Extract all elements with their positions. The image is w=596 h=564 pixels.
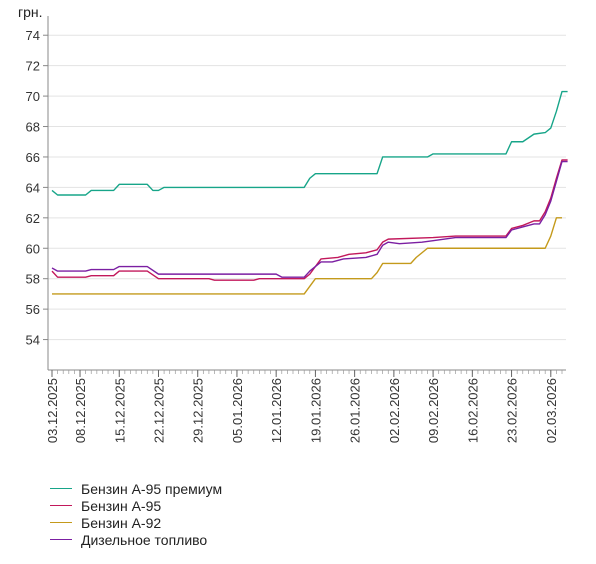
y-tick-label: 58 (26, 272, 40, 287)
x-tick-label: 22.12.2025 (151, 378, 166, 443)
y-axis: 54 56 58 60 62 64 66 68 70 72 74 (26, 16, 49, 370)
legend-label: Бензин А-95 премиум (81, 480, 223, 497)
y-axis-unit-label: грн. (18, 4, 43, 20)
x-tick-label: 19.01.2026 (308, 378, 323, 443)
x-tick-label: 12.01.2026 (269, 378, 284, 443)
legend: Бензин А-95 премиум Бензин А-95 Бензин А… (50, 480, 222, 548)
legend-label: Бензин А-92 (81, 514, 162, 531)
y-tick-label: 74 (26, 28, 40, 43)
y-tick-label: 72 (26, 59, 40, 74)
x-tick-label: 16.02.2026 (465, 378, 480, 443)
x-tick-label: 23.02.2026 (505, 378, 520, 443)
x-tick-label: 09.02.2026 (426, 378, 441, 443)
y-tick-label: 66 (26, 150, 40, 165)
x-tick-label: 02.03.2026 (544, 378, 559, 443)
series-lines (51, 90, 568, 295)
y-tick-label: 54 (26, 333, 40, 348)
legend-swatch (50, 522, 72, 523)
x-tick-label: 02.02.2026 (387, 378, 402, 443)
series-line (51, 90, 568, 196)
y-tick-label: 60 (26, 241, 40, 256)
legend-label: Бензин А-95 (81, 497, 162, 514)
y-tick-label: 64 (26, 180, 40, 195)
x-tick-label: 05.01.2026 (230, 378, 245, 443)
legend-item[interactable]: Дизельное топливо (50, 531, 222, 548)
y-tick-label: 68 (26, 120, 40, 135)
x-tick-label: 03.12.2025 (45, 378, 60, 443)
y-tick-label: 56 (26, 302, 40, 317)
legend-item[interactable]: Бензин А-92 (50, 514, 222, 531)
x-tick-label: 08.12.2025 (73, 378, 88, 443)
legend-swatch (50, 539, 72, 540)
x-axis: 03.12.2025 08.12.2025 15.12.2025 22.12.2025… (45, 369, 566, 443)
x-tick-label: 15.12.2025 (112, 378, 127, 443)
legend-item[interactable]: Бензин А-95 (50, 497, 222, 514)
y-tick-label: 62 (26, 211, 40, 226)
legend-swatch (50, 505, 72, 506)
legend-swatch (50, 488, 72, 489)
series-line (51, 159, 568, 281)
x-tick-label: 26.01.2026 (348, 378, 363, 443)
series-line (52, 217, 562, 295)
line-chart: 54 56 58 60 62 64 66 68 70 72 74 03.12.2025 08.12.2… (26, 16, 568, 443)
series-line (51, 160, 568, 278)
y-tick-label: 70 (26, 89, 40, 104)
legend-item[interactable]: Бензин А-95 премиум (50, 480, 222, 497)
x-tick-label: 29.12.2025 (191, 378, 206, 443)
legend-label: Дизельное топливо (81, 531, 208, 548)
